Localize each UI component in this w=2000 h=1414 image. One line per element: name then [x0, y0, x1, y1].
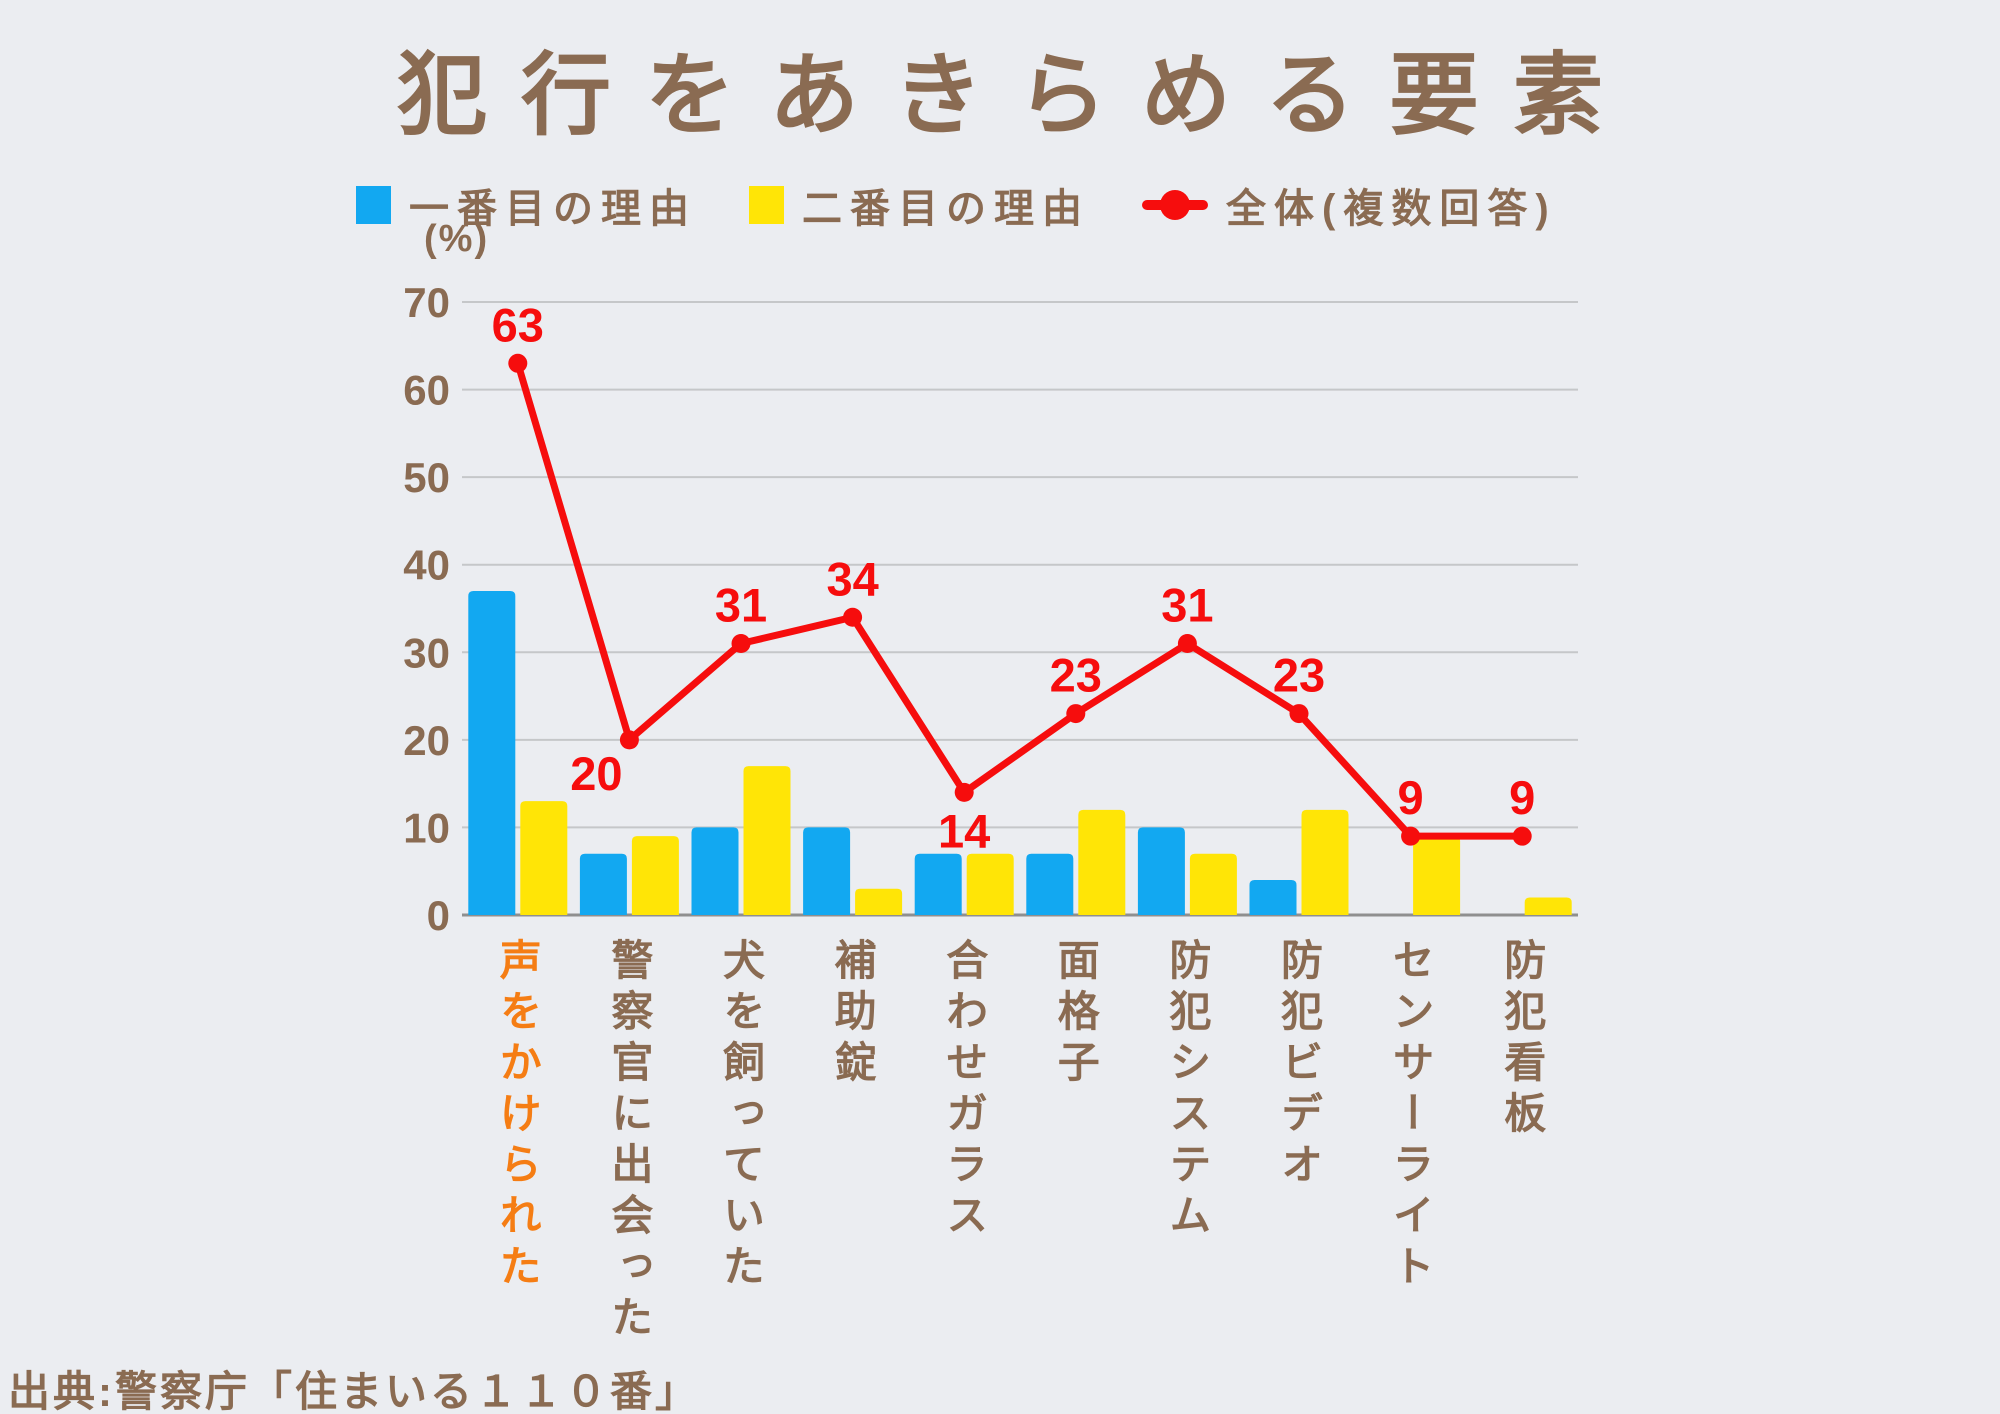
line-point: [731, 634, 751, 654]
bar-second-reason: [1413, 836, 1461, 915]
line-point: [1066, 704, 1086, 724]
line-value-label: 23: [1050, 649, 1102, 702]
line-point: [1401, 826, 1421, 846]
legend-item-first-reason: 一番目の理由: [356, 176, 697, 234]
overall-line: [514, 359, 1526, 840]
line-point: [1289, 704, 1309, 724]
x-axis-label: センサーライト: [1387, 938, 1435, 1295]
y-tick-label: 20: [403, 717, 450, 764]
line-value-label: 23: [1273, 649, 1325, 702]
y-tick-label: 70: [403, 279, 450, 326]
bar-second-reason: [1078, 809, 1126, 915]
bar-second-reason: [1524, 897, 1572, 915]
y-tick-label: 10: [403, 804, 450, 851]
legend-item-overall: 全体(複数回答): [1142, 176, 1557, 234]
x-axis-label: 補助錠: [829, 938, 877, 1091]
bar-first-reason: [803, 827, 851, 915]
x-axis-label: 面格子: [1052, 938, 1100, 1091]
bar-second-reason: [631, 836, 679, 915]
line-point: [619, 730, 639, 750]
y-tick-label: 0: [427, 892, 450, 939]
bar-first-reason: [468, 590, 516, 915]
chart-title: 犯行をあきらめる要素: [397, 46, 1637, 146]
y-tick-label: 60: [403, 367, 450, 414]
legend: 一番目の理由 二番目の理由 全体(複数回答): [356, 176, 1557, 234]
line-value-label: 14: [938, 804, 990, 857]
bar-second-reason: [1189, 853, 1237, 915]
line-value-label: 9: [1398, 771, 1424, 824]
second-reason-swatch-icon: [749, 186, 784, 224]
y-tick-label: 40: [403, 542, 450, 589]
bar-first-reason: [579, 853, 627, 915]
y-tick-label: 50: [403, 454, 450, 501]
line-point: [1177, 634, 1197, 654]
x-axis-label: 防犯看板: [1498, 938, 1546, 1142]
x-axis-label: 防犯ビデオ: [1275, 938, 1323, 1193]
line-value-label: 31: [1161, 579, 1213, 632]
line-point: [954, 782, 974, 802]
source-citation: 出典:警察庁「住まいる１１０番」: [8, 1368, 700, 1414]
x-axis-label: 警察官に出会った: [605, 938, 653, 1346]
bar-second-reason: [520, 801, 568, 915]
line-point: [843, 607, 863, 627]
bar-first-reason: [1026, 853, 1074, 915]
line-value-label: 9: [1509, 771, 1535, 824]
legend-item-second-reason: 二番目の理由: [749, 176, 1090, 234]
x-axis-label: 声をかけられた: [494, 938, 542, 1295]
line-point: [1512, 826, 1532, 846]
bar-first-reason: [1137, 827, 1185, 915]
x-axis-label: 犬を飼っていた: [717, 938, 765, 1295]
line-point: [508, 353, 528, 373]
legend-label-first-reason: 一番目の理由: [409, 187, 697, 231]
bar-second-reason: [855, 888, 903, 915]
bar-second-reason: [743, 766, 791, 915]
line-value-label: 20: [570, 747, 622, 800]
line-marker-dot-icon: [1160, 190, 1190, 220]
x-axis-label: 防犯システム: [1163, 938, 1211, 1244]
bar-first-reason: [691, 827, 739, 915]
line-value-label: 31: [715, 579, 767, 632]
legend-label-second-reason: 二番目の理由: [802, 187, 1090, 231]
bar-first-reason: [914, 853, 962, 915]
first-reason-swatch-icon: [356, 186, 391, 224]
line-value-label: 63: [492, 298, 544, 351]
legend-label-overall: 全体(複数回答): [1226, 187, 1557, 231]
line-marker-icon: [1142, 190, 1208, 220]
y-axis-unit-label: (%): [424, 218, 490, 260]
x-axis-label: 合わせガラス: [940, 938, 988, 1244]
y-tick-label: 30: [403, 629, 450, 676]
bar-second-reason: [1301, 809, 1349, 915]
line-value-label: 34: [826, 552, 878, 605]
bar-first-reason: [1249, 879, 1297, 915]
bar-second-reason: [966, 853, 1014, 915]
